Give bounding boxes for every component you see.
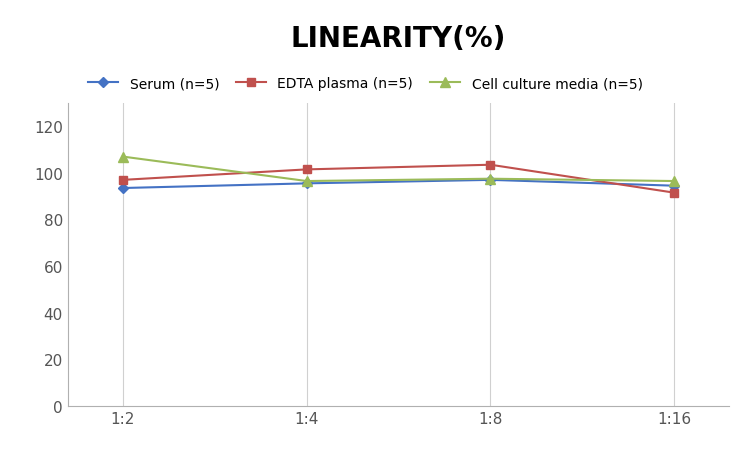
Text: LINEARITY(%): LINEARITY(%) [291,25,506,53]
Serum (n=5) [486,178,495,183]
Cell culture media (n=5) [118,155,127,160]
EDTA plasma (n=5) [486,163,495,168]
Legend: Serum (n=5), EDTA plasma (n=5), Cell culture media (n=5): Serum (n=5), EDTA plasma (n=5), Cell cul… [88,77,642,91]
Cell culture media (n=5) [670,179,679,184]
Serum (n=5) [302,181,311,187]
Cell culture media (n=5) [486,177,495,182]
EDTA plasma (n=5) [302,167,311,173]
Line: Cell culture media (n=5): Cell culture media (n=5) [118,152,679,186]
Line: Serum (n=5): Serum (n=5) [120,177,678,192]
Serum (n=5) [670,184,679,189]
EDTA plasma (n=5) [670,190,679,196]
EDTA plasma (n=5) [118,178,127,183]
Line: EDTA plasma (n=5): EDTA plasma (n=5) [119,161,678,198]
Cell culture media (n=5) [302,179,311,184]
Serum (n=5) [118,186,127,191]
